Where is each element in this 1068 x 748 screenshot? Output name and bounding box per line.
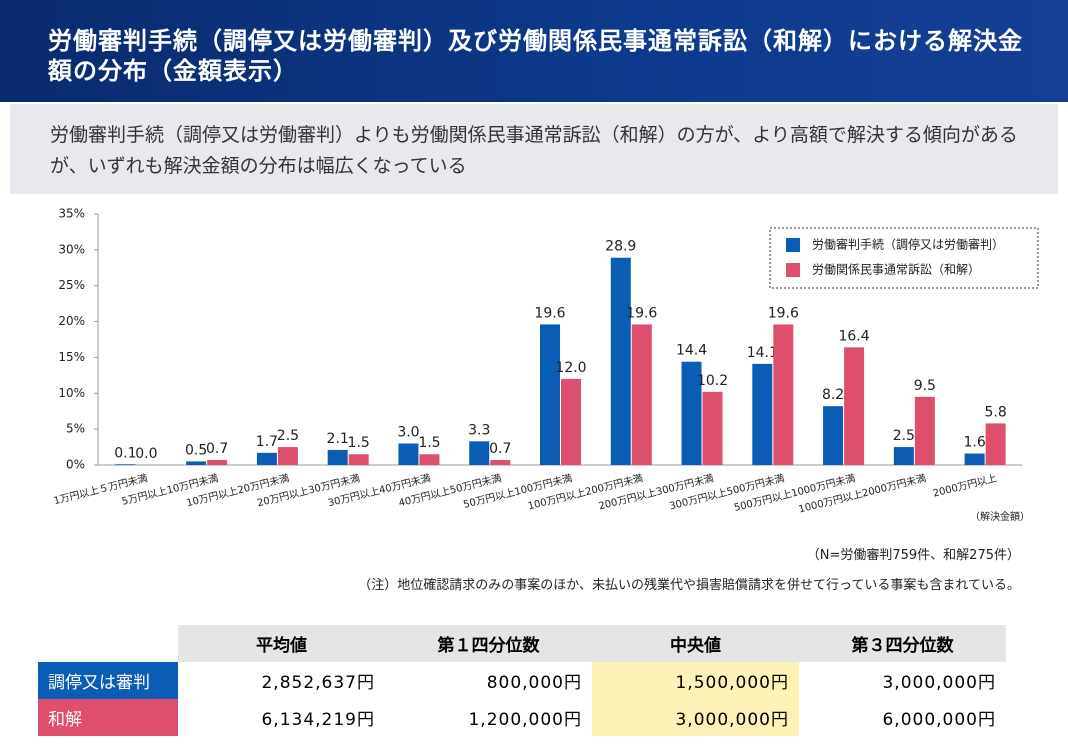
- bar: [702, 391, 723, 465]
- bar: [327, 449, 348, 465]
- data-label: 0.5: [185, 442, 207, 458]
- cell: 1,200,000円: [468, 710, 582, 730]
- bar: [964, 453, 985, 465]
- x-tick-label: 200万円以上300万円未満: [597, 472, 715, 512]
- x-tick-label: 300万円以上500万円未満: [668, 472, 786, 512]
- chart: （解決金額） 0%5%10%15%20%25%30%35%1万円以上５万円未満0…: [52, 207, 1039, 523]
- cell: 2,852,637円: [261, 673, 375, 693]
- data-label: 14.4: [676, 343, 707, 359]
- bar: [985, 423, 1006, 465]
- bar: [893, 447, 914, 465]
- cell: 6,000,000円: [882, 710, 996, 730]
- bar: [631, 324, 652, 465]
- bar: [773, 324, 794, 465]
- data-label: 1.5: [348, 435, 370, 451]
- cell: 3,000,000円: [592, 699, 799, 736]
- bar: [540, 324, 560, 465]
- bar: [490, 459, 511, 465]
- column-header: 第３四分位数: [799, 625, 1006, 662]
- data-label: 5.8: [984, 404, 1006, 420]
- data-label: 0.0: [135, 446, 157, 462]
- legend-box: [769, 227, 1039, 289]
- data-label: 2.5: [277, 428, 299, 444]
- cell: 1,500,000円: [592, 662, 799, 699]
- stats-table: 平均値 第１四分位数 中央値 第３四分位数 調停又は審判 2,852,637円 …: [38, 625, 1006, 736]
- data-label: 19.6: [768, 305, 799, 321]
- x-axis-label: （解決金額）: [970, 510, 1030, 523]
- y-tick-label: 0%: [66, 458, 85, 472]
- bar: [752, 363, 773, 465]
- data-label: 28.9: [605, 239, 636, 255]
- column-header: 平均値: [178, 625, 385, 662]
- bar: [823, 406, 844, 465]
- data-label: 10.2: [697, 373, 728, 389]
- bar: [914, 396, 935, 465]
- summary: 労働審判手続（調停又は労働審判）よりも労働関係民事通常訴訟（和解）の方が、より高…: [50, 124, 1018, 177]
- bar: [419, 454, 440, 465]
- data-label: 1.7: [256, 434, 278, 450]
- data-label: 8.2: [822, 387, 844, 403]
- bar: [398, 443, 419, 465]
- note: （N=労働審判759件、和解275件）: [806, 548, 1020, 563]
- bar: [469, 441, 490, 465]
- x-tick-label: 500万円以上1000万円未満: [733, 472, 857, 514]
- data-label: 0.1: [114, 445, 136, 461]
- data-label: 9.5: [914, 378, 936, 394]
- data-label: 0.7: [206, 441, 228, 457]
- x-tick-label: 2000万円以上: [932, 472, 998, 499]
- data-label: 1.5: [418, 435, 440, 451]
- header: 労働審判手続（調停又は労働審判）及び労働関係民事通常訴訟（和解）における解決金額…: [0, 0, 1068, 102]
- x-tick-label: 100万円以上200万円未満: [527, 472, 645, 512]
- row-label: 和解: [38, 699, 178, 736]
- cell: 800,000円: [486, 673, 582, 693]
- column-header: 第１四分位数: [385, 625, 592, 662]
- data-label: 2.1: [327, 431, 349, 447]
- row-label: 調停又は審判: [38, 662, 178, 699]
- y-tick-label: 30%: [58, 242, 85, 256]
- cell: 6,134,219円: [261, 710, 375, 730]
- y-tick-label: 35%: [58, 207, 85, 221]
- legend-label: 労働審判手続（調停又は労働審判）: [812, 238, 1004, 252]
- bar: [207, 459, 228, 465]
- data-label: 0.7: [489, 441, 511, 457]
- y-tick-label: 15%: [58, 350, 85, 364]
- legend-swatch: [786, 263, 800, 277]
- data-label: 14.1: [747, 345, 778, 361]
- y-tick-label: 5%: [66, 422, 85, 436]
- data-label: 1.6: [963, 435, 985, 451]
- legend-swatch: [786, 238, 800, 252]
- data-label: 16.4: [838, 328, 869, 344]
- data-label: 3.3: [468, 422, 490, 438]
- bar: [610, 257, 631, 465]
- bar: [115, 464, 136, 465]
- y-tick-label: 10%: [58, 386, 85, 400]
- bar: [277, 447, 298, 465]
- column-header: 中央値: [592, 625, 799, 662]
- bar: [844, 347, 865, 465]
- data-label: 12.0: [555, 360, 586, 376]
- title: 労働審判手続（調停又は労働審判）及び労働関係民事通常訴訟（和解）における解決金額…: [48, 27, 1023, 85]
- bar: [681, 361, 702, 465]
- data-label: 19.6: [626, 305, 657, 321]
- y-tick-label: 25%: [58, 278, 85, 292]
- bar: [186, 461, 207, 465]
- y-tick-label: 20%: [58, 314, 85, 328]
- data-label: 3.0: [397, 424, 419, 440]
- summary-box: 労働審判手続（調停又は労働審判）よりも労働関係民事通常訴訟（和解）の方が、より高…: [10, 104, 1058, 194]
- bar: [256, 452, 277, 465]
- bar: [348, 454, 369, 465]
- data-label: 19.6: [534, 305, 565, 321]
- cell: 3,000,000円: [882, 673, 996, 693]
- data-label: 2.5: [893, 428, 915, 444]
- bar: [561, 378, 581, 465]
- x-tick-label: 1000万円以上2000万円未満: [797, 472, 927, 515]
- note: （注）地位確認請求のみの事案のほか、未払いの残業代や損害賠償請求を併せて行ってい…: [358, 578, 1020, 593]
- legend-label: 労働関係民事通常訴訟（和解）: [812, 263, 980, 277]
